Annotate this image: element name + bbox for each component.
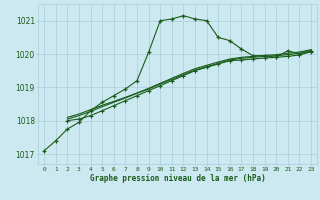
X-axis label: Graphe pression niveau de la mer (hPa): Graphe pression niveau de la mer (hPa): [90, 174, 266, 183]
